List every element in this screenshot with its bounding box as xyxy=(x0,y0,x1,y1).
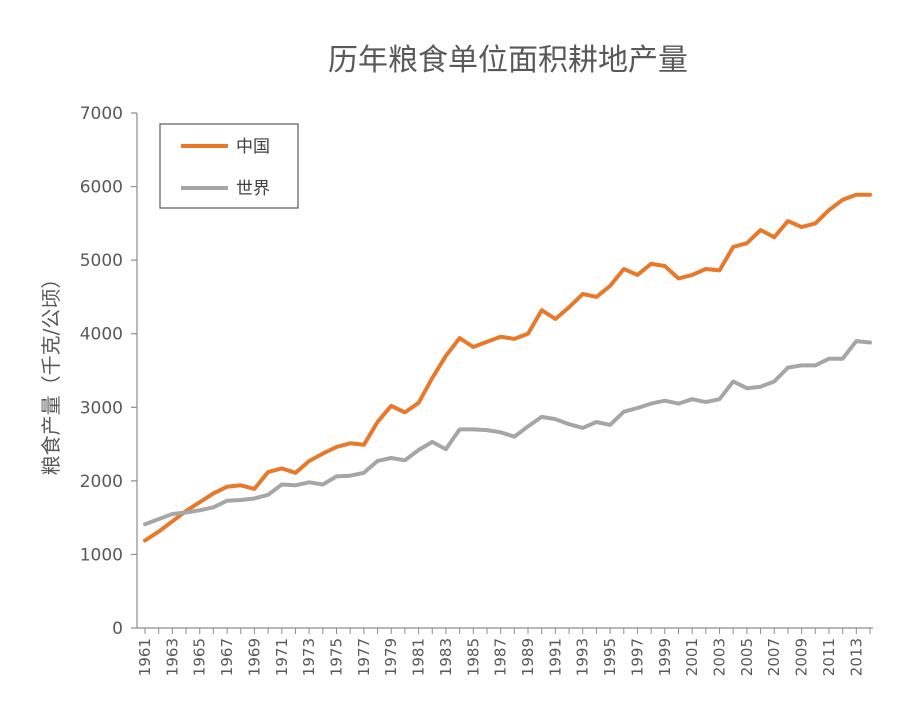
x-tick-label: 2003 xyxy=(711,638,729,676)
x-tick-label: 1997 xyxy=(628,638,646,676)
x-tick-label: 2001 xyxy=(683,638,701,676)
x-tick-label: 1963 xyxy=(163,638,181,676)
y-axis: 0 1000 2000 3000 4000 5000 6000 7000 xyxy=(80,104,138,639)
legend-box xyxy=(159,123,299,209)
y-tick-label: 4000 xyxy=(80,325,123,345)
x-tick-label: 1975 xyxy=(328,638,346,676)
x-tick-label: 1961 xyxy=(136,638,154,676)
x-tick-label: 1989 xyxy=(519,638,537,676)
x-tick-label: 1987 xyxy=(492,638,510,676)
y-tick-label: 7000 xyxy=(80,104,123,124)
legend-label-1: 世界 xyxy=(236,179,270,199)
x-tick-label: 1969 xyxy=(245,638,263,676)
series-line-1 xyxy=(143,339,872,527)
x-tick-label: 1981 xyxy=(410,638,428,676)
x-tick-label: 1999 xyxy=(656,638,674,676)
x-tick-label: 2005 xyxy=(738,638,756,676)
y-tick-label: 5000 xyxy=(80,251,123,271)
x-tick-label: 2007 xyxy=(765,638,783,676)
x-tick-label: 1973 xyxy=(300,638,318,676)
x-tick-label: 1977 xyxy=(355,638,373,676)
x-tick-label: 1993 xyxy=(574,638,592,676)
series-layer xyxy=(143,192,872,543)
chart-title: 历年粮食单位面积耕地产量 xyxy=(328,43,688,78)
x-tick-label: 1967 xyxy=(218,638,236,676)
y-tick-label: 1000 xyxy=(80,545,123,565)
legend-label-0: 中国 xyxy=(236,137,270,157)
x-tick-label: 1971 xyxy=(273,638,291,676)
x-tick-label: 2011 xyxy=(820,638,838,676)
y-tick-label: 2000 xyxy=(80,472,123,492)
x-axis: 1961 1963 1965 1967 1969 1971 1973 1975 1977 1979… xyxy=(136,627,873,676)
x-tick-label: 1965 xyxy=(191,638,209,676)
x-tick-label: 1979 xyxy=(382,638,400,676)
y-axis-label: 粮食产量（千克/公顷） xyxy=(39,269,63,476)
x-tick-label: 1991 xyxy=(546,638,564,676)
series-line-0 xyxy=(143,192,872,543)
y-tick-label: 6000 xyxy=(80,178,123,198)
x-tick-label: 1995 xyxy=(601,638,619,676)
y-tick-label: 0 xyxy=(112,619,123,639)
x-tick-label: 2013 xyxy=(847,638,865,676)
y-tick-label: 3000 xyxy=(80,398,123,418)
x-tick-label: 2009 xyxy=(793,638,811,676)
x-tick-label: 1985 xyxy=(464,638,482,676)
x-tick-label: 1983 xyxy=(437,638,455,676)
